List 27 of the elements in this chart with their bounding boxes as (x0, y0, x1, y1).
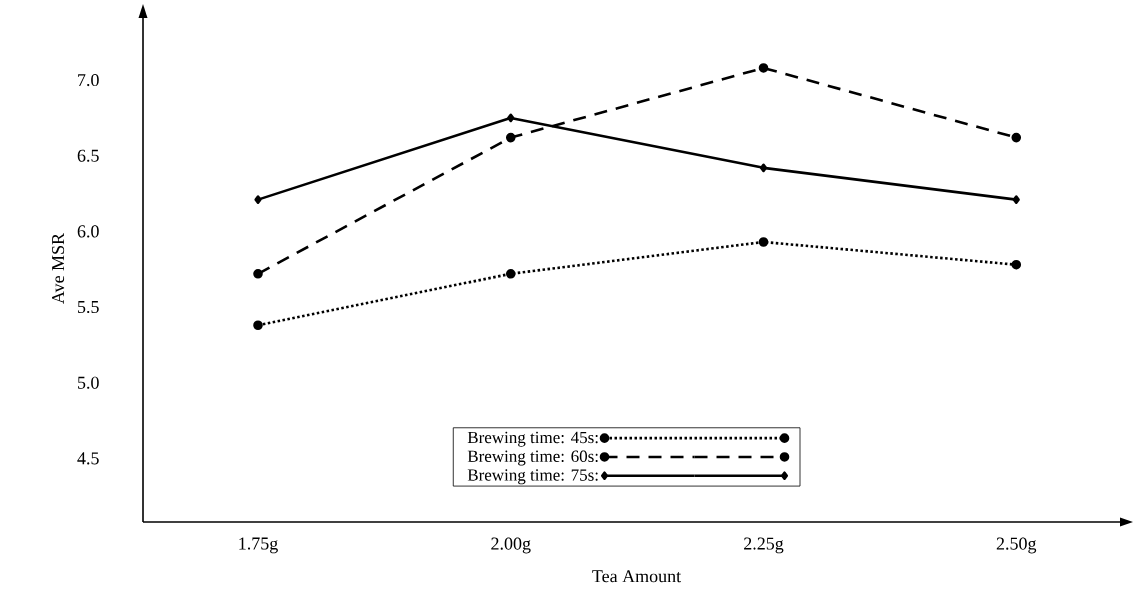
y-tick-label: 6.0 (77, 225, 99, 238)
x-tick-label: 2.50g (996, 537, 1037, 554)
y-tick-label: 4.5 (77, 452, 99, 465)
point (1011, 259, 1022, 270)
x-tick-label: 1.75g (239, 537, 278, 554)
point (1012, 195, 1020, 204)
point (253, 268, 263, 279)
legend-label: Brewing time: 75s: (467, 469, 598, 485)
point (758, 63, 769, 73)
legend-label: Brewing time: 45s: (467, 431, 598, 447)
point (1011, 132, 1022, 143)
point (505, 132, 516, 143)
y-tick-label: 5.0 (78, 376, 99, 389)
point (507, 113, 515, 123)
point (759, 163, 768, 173)
x-tick-label: 2.00g (491, 537, 531, 554)
y-tick-label: 6.5 (77, 149, 99, 162)
legend-label: Brewing time: 60s: (467, 450, 598, 466)
point (253, 320, 263, 331)
y-axis-title: Ave MSR (52, 232, 65, 304)
point (758, 237, 769, 247)
y-tick-label: 7.0 (78, 73, 99, 87)
y-tick-label: 5.5 (78, 301, 99, 314)
point (505, 268, 516, 279)
x-axis-title: Tea Amount (592, 570, 682, 583)
point (254, 195, 262, 204)
x-tick-label: 2.25g (744, 537, 784, 554)
